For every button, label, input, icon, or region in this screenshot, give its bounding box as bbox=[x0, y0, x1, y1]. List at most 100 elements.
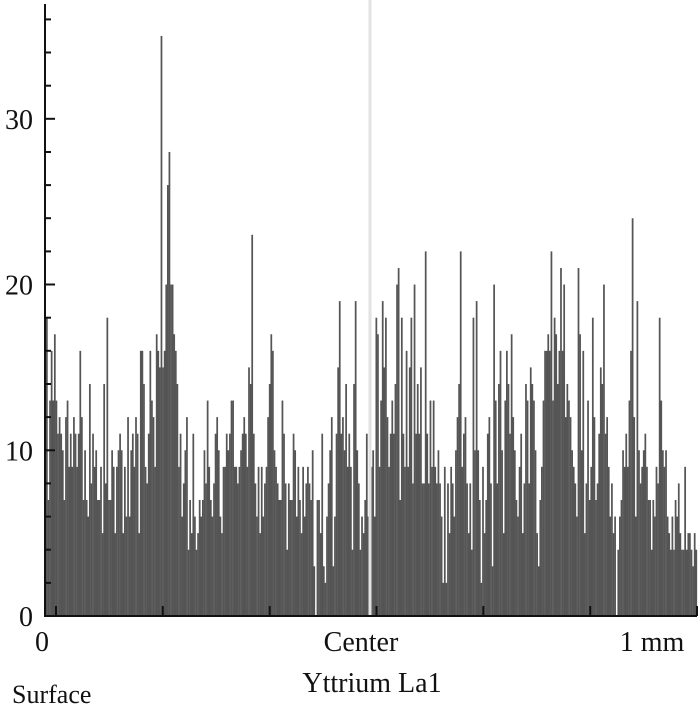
bar bbox=[625, 433, 628, 616]
bar bbox=[221, 533, 223, 616]
bar bbox=[295, 516, 298, 616]
bar bbox=[151, 400, 153, 616]
bar bbox=[244, 433, 247, 616]
bar bbox=[534, 450, 537, 616]
bar bbox=[428, 483, 430, 616]
bar bbox=[350, 466, 352, 616]
bar bbox=[248, 367, 250, 616]
bar bbox=[657, 483, 659, 616]
bar bbox=[125, 516, 128, 616]
bar bbox=[381, 301, 384, 616]
bar bbox=[407, 466, 410, 616]
bar bbox=[316, 499, 319, 616]
bar bbox=[135, 417, 137, 616]
bar bbox=[272, 350, 274, 616]
bar bbox=[429, 400, 432, 616]
bar bbox=[665, 450, 667, 616]
bar bbox=[209, 499, 212, 616]
bar bbox=[396, 284, 398, 616]
bar bbox=[399, 499, 402, 616]
bar bbox=[504, 400, 507, 616]
bar bbox=[518, 466, 521, 616]
bar bbox=[192, 433, 195, 616]
bar bbox=[692, 566, 694, 616]
bar bbox=[359, 549, 362, 616]
bar bbox=[190, 533, 193, 616]
bar bbox=[404, 466, 406, 616]
bar bbox=[270, 334, 273, 616]
bar bbox=[338, 301, 341, 616]
bar bbox=[458, 383, 460, 616]
x-tick-label-1mm: 1 mm bbox=[620, 627, 685, 658]
bar bbox=[515, 499, 518, 616]
bar bbox=[178, 466, 180, 616]
bar bbox=[71, 466, 74, 616]
bar bbox=[689, 533, 691, 616]
bar bbox=[73, 417, 75, 616]
bar bbox=[591, 317, 594, 616]
bar bbox=[695, 549, 698, 616]
bar bbox=[252, 433, 255, 616]
bar bbox=[327, 483, 330, 616]
bar bbox=[243, 417, 246, 616]
bar bbox=[103, 383, 106, 616]
bar bbox=[116, 466, 118, 616]
bar bbox=[561, 350, 564, 616]
bar bbox=[587, 400, 589, 616]
bar bbox=[98, 499, 101, 616]
bar bbox=[335, 433, 338, 616]
bar bbox=[162, 367, 164, 616]
bar bbox=[623, 466, 626, 616]
bar bbox=[550, 251, 553, 616]
bar bbox=[179, 433, 182, 616]
bar bbox=[494, 400, 497, 616]
bar bbox=[439, 483, 441, 616]
bar bbox=[389, 433, 392, 616]
bar bbox=[601, 383, 604, 616]
bar bbox=[361, 516, 363, 616]
bar bbox=[617, 549, 620, 616]
bar bbox=[639, 483, 642, 616]
bar bbox=[74, 433, 77, 616]
bar bbox=[631, 218, 634, 616]
bar bbox=[572, 466, 575, 616]
bar bbox=[343, 450, 346, 616]
bar bbox=[332, 566, 335, 616]
bar bbox=[380, 400, 382, 616]
bar bbox=[541, 466, 543, 616]
bar bbox=[77, 433, 80, 616]
bar bbox=[426, 433, 429, 616]
bar bbox=[302, 466, 304, 616]
bar bbox=[571, 450, 573, 616]
bar bbox=[321, 433, 324, 616]
bar bbox=[268, 383, 271, 616]
bar bbox=[611, 483, 613, 616]
bar bbox=[475, 301, 478, 616]
bar bbox=[548, 350, 551, 616]
bar bbox=[638, 450, 640, 616]
bar bbox=[388, 466, 390, 616]
bar bbox=[482, 466, 484, 616]
bar bbox=[467, 533, 470, 616]
bar bbox=[424, 251, 427, 616]
bar bbox=[365, 433, 368, 616]
bar bbox=[477, 450, 480, 616]
bar bbox=[545, 350, 548, 616]
bar bbox=[227, 450, 230, 616]
bar bbox=[346, 466, 349, 616]
bar bbox=[531, 383, 534, 616]
bar bbox=[622, 450, 624, 616]
bar bbox=[292, 433, 295, 616]
x-axis-label: Yttrium La1 bbox=[302, 668, 441, 699]
bar bbox=[55, 400, 58, 616]
bar bbox=[362, 533, 365, 616]
bar bbox=[480, 582, 483, 616]
bar bbox=[536, 533, 538, 616]
bar bbox=[451, 483, 454, 616]
bar bbox=[214, 433, 217, 616]
bar bbox=[147, 433, 150, 616]
bar bbox=[187, 549, 190, 616]
bar bbox=[413, 284, 416, 616]
bar bbox=[238, 466, 241, 616]
bar bbox=[303, 516, 306, 616]
